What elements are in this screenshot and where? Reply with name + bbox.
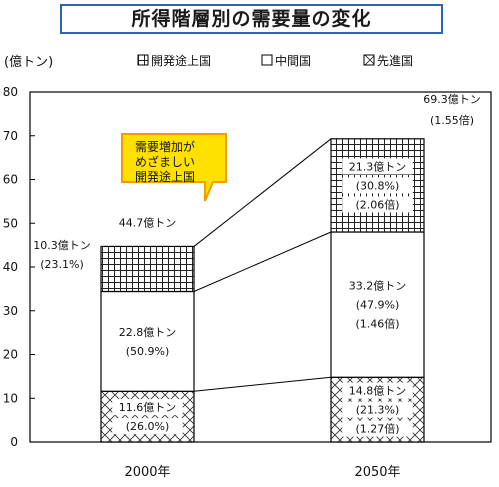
chart-title-box: 所得階層別の需要量の変化 [60,4,443,34]
segment-label: (1.46倍) [355,317,399,331]
callout-line-1: 需要増加が [135,139,195,154]
segment-label: 10.3億トン [33,239,91,252]
segment-label: 14.8億トン [349,385,407,398]
x-tick-label: 2000年 [124,465,170,480]
segment-label: (2.06倍) [355,197,399,211]
segment-label-bg [342,420,413,437]
segment-label: (21.3%) [356,404,400,417]
segment-label: (30.8%) [356,179,400,192]
segment-label-bg [342,158,413,175]
callout-line-3: 開発途上国 [135,169,195,184]
legend: 開発途上国 中間国 先進国 [137,53,413,68]
y-tick-label: 0 [10,435,18,449]
total-label: (1.55倍) [430,113,474,127]
y-axis-ticks: 0 10 20 30 40 50 60 70 80 [3,85,35,449]
y-tick-label: 70 [3,129,18,143]
y-tick-label: 30 [3,304,18,318]
connector-line [193,376,332,392]
connector-line [193,138,332,247]
callout-line-2: めざましい [135,154,195,169]
segment-label: 33.2億トン [349,280,407,293]
segment-label: 21.3億トン [349,160,407,173]
y-tick-label: 80 [3,85,18,99]
callout: 需要増加が めざましい 開発途上国 [121,133,227,202]
segment-label: (1.27倍) [355,422,399,436]
segment-label: (23.1%) [40,258,84,271]
legend-label: 開発途上国 [151,53,211,68]
segment-label-bg [342,401,413,418]
segment-label-bg [112,418,183,435]
legend-swatch [363,54,375,66]
segment-label: (26.0%) [126,420,170,433]
segment-label: (50.9%) [126,345,170,358]
bar-segment-white [330,231,425,378]
bar-segment-grid [100,245,195,293]
y-tick-label: 10 [3,391,18,405]
segment-label-bg [112,399,183,416]
chart-title: 所得階層別の需要量の変化 [131,8,372,30]
segment-labels: 11.6億トン (26.0%) 14.8億トン (21.3%) (1.27倍) 22.8億… [33,158,413,437]
segment-label: 11.6億トン [119,401,177,414]
legend-label: 先進国 [377,54,413,68]
segment-label-bg [342,196,413,213]
y-unit-label: (億トン) [4,54,53,70]
legend-swatch [137,54,149,66]
x-tick-label: 2050年 [354,465,400,480]
connector-line [193,231,332,292]
total-labels: 44.7億トン 69.3億トン (1.55倍) [119,93,481,229]
total-label: 69.3億トン [423,93,481,106]
bar-segment-white [100,290,195,392]
bar-segment-crosshatch [100,390,195,443]
segment-label-bg [342,382,413,399]
segment-label: (47.9%) [356,299,400,312]
segment-label: 22.8億トン [119,326,177,339]
callout-bubble [121,133,227,202]
x-axis-labels: 2000年 2050年 [124,465,400,480]
connector-lines [193,138,332,392]
y-tick-label: 60 [3,173,18,187]
y-tick-label: 20 [3,348,18,362]
y-tick-label: 50 [3,216,18,230]
legend-swatch [261,54,273,66]
y-tick-label: 40 [3,260,18,274]
legend-label: 中間国 [275,53,311,68]
total-label: 44.7億トン [119,216,177,229]
segment-label-bg [342,177,413,194]
